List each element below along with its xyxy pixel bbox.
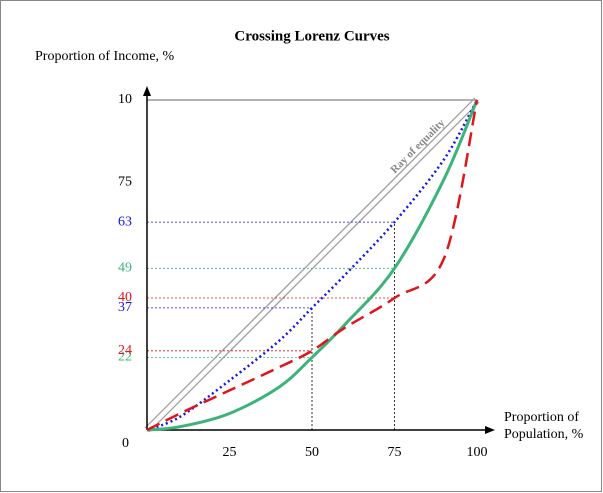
lorenz-curve xyxy=(146,99,479,432)
x-tick-label: 25 xyxy=(223,445,237,460)
y-tick-label: 24 xyxy=(118,343,132,358)
y-tick-label: 40 xyxy=(118,290,132,305)
y-tick-label: 0 xyxy=(122,436,129,451)
y-tick-label: 22 xyxy=(118,350,132,365)
lorenz-curve xyxy=(146,99,479,432)
y-tick-label: 10 xyxy=(118,92,132,107)
x-tick-label: 75 xyxy=(388,445,402,460)
y-tick-label: 37 xyxy=(118,300,132,315)
y-tick-label: 75 xyxy=(118,175,132,190)
equality-line xyxy=(144,97,476,429)
y-axis-title: Proportion of Income, % xyxy=(35,49,175,64)
x-axis-title: Proportion of Population, % xyxy=(504,410,584,442)
y-tick-label: 63 xyxy=(118,214,132,229)
chart-title: Crossing Lorenz Curves xyxy=(234,28,389,44)
x-tick-label: 100 xyxy=(467,445,488,460)
x-tick-label: 50 xyxy=(305,445,319,460)
x-axis-arrow xyxy=(485,426,495,434)
equality-line xyxy=(148,101,480,433)
y-tick-label: 49 xyxy=(118,261,132,276)
y-axis-arrow xyxy=(143,86,151,96)
